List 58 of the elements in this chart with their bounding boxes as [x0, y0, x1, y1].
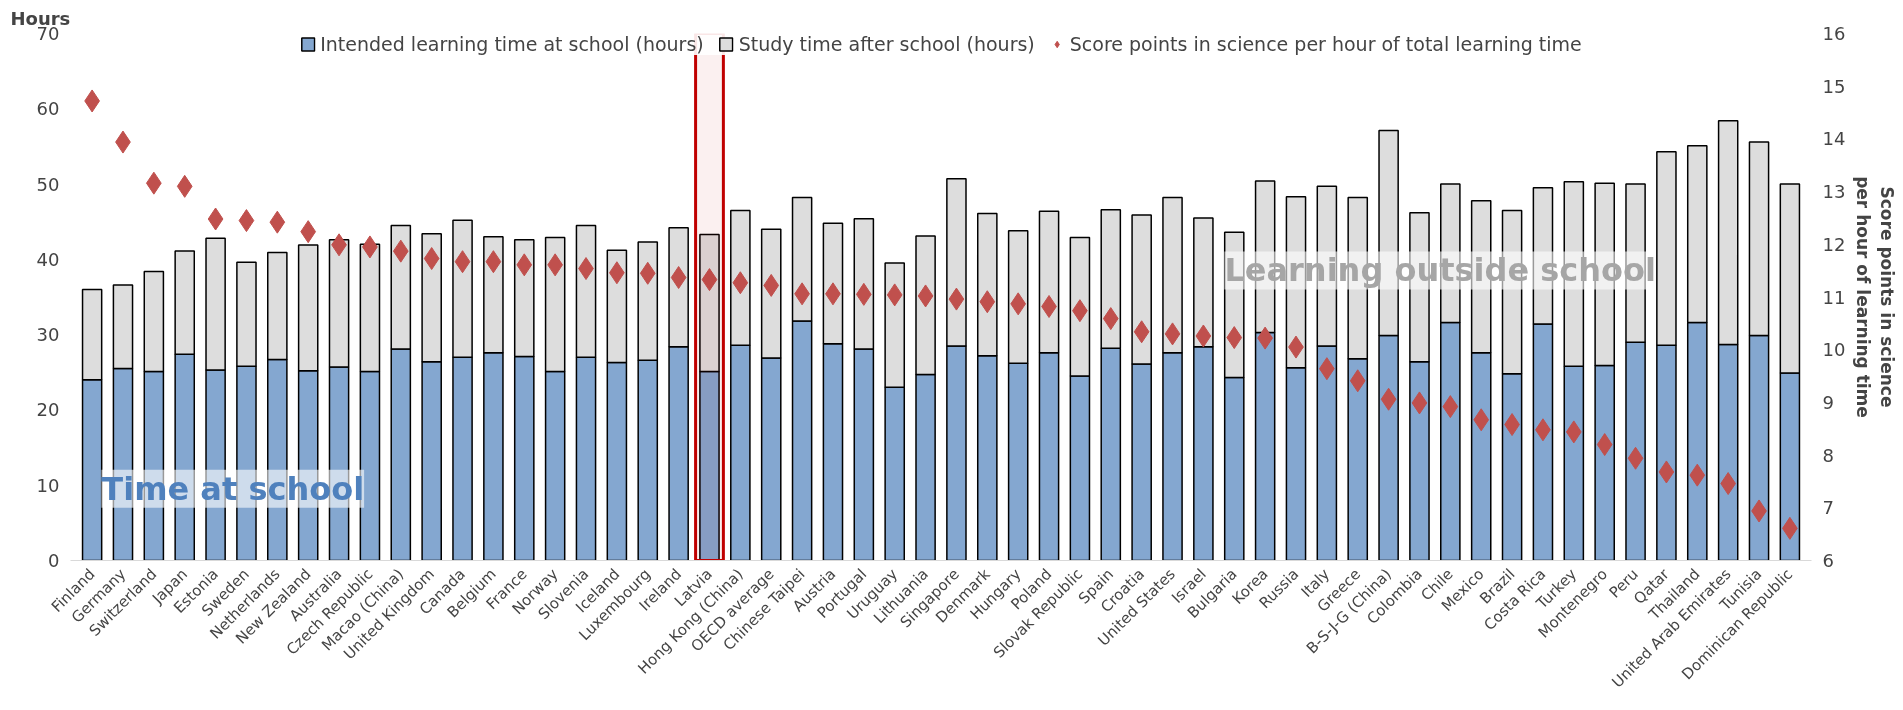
point — [423, 247, 440, 271]
point — [886, 283, 903, 307]
point — [701, 268, 718, 292]
y2-tick-label: 15 — [1822, 75, 1846, 97]
y-tick-label: 50 — [36, 173, 60, 195]
point — [300, 220, 317, 244]
point — [238, 209, 255, 233]
y-tick-label: 60 — [36, 98, 60, 120]
point — [855, 282, 872, 306]
y-tick-label: 20 — [36, 399, 60, 421]
y2-tick-label: 8 — [1822, 444, 1834, 466]
point — [1411, 391, 1428, 415]
point — [1164, 322, 1181, 346]
y2-tick-label: 10 — [1822, 339, 1846, 361]
point — [454, 250, 471, 274]
point — [917, 284, 934, 308]
point — [1627, 446, 1644, 470]
point — [670, 266, 687, 289]
point — [516, 253, 533, 277]
point — [1102, 307, 1119, 331]
legend-label: Score points in science per hour of total learning time — [1069, 33, 1582, 55]
y2-tick-label: 11 — [1822, 286, 1846, 308]
point — [732, 271, 749, 295]
point — [1380, 387, 1397, 411]
y-tick-label: 30 — [36, 324, 60, 346]
point — [1226, 326, 1243, 350]
point — [485, 250, 502, 274]
y-tick-label: 0 — [48, 550, 60, 571]
y2-tick-label: 12 — [1822, 233, 1846, 255]
point — [269, 210, 286, 234]
y2-tick-label: 7 — [1822, 497, 1834, 519]
point — [1442, 395, 1459, 419]
y-tick-label: 40 — [36, 248, 60, 270]
point — [176, 174, 193, 198]
point — [207, 207, 224, 231]
point — [639, 261, 656, 285]
point — [1010, 292, 1027, 316]
y-tick-label: 10 — [36, 474, 60, 496]
y2-tick-label: 13 — [1822, 181, 1846, 203]
point — [979, 290, 996, 314]
point — [1195, 324, 1212, 348]
y2-tick-label: 16 — [1822, 23, 1846, 44]
legend-label: Study time after school (hours) — [738, 33, 1035, 55]
point — [1565, 420, 1582, 444]
y2-tick-label: 6 — [1822, 550, 1834, 571]
y2-axis-title: Score points in science per hour of learning time — [1853, 176, 1898, 418]
point — [1473, 408, 1490, 432]
point — [1349, 369, 1366, 393]
point — [1596, 433, 1613, 457]
point — [1658, 460, 1675, 484]
point — [1133, 320, 1150, 344]
point — [392, 239, 409, 263]
point — [763, 273, 780, 297]
legend-label: Intended learning time at school (hours) — [320, 33, 704, 55]
y2-tick-label: 9 — [1822, 391, 1834, 413]
point — [948, 287, 965, 311]
y2-tick-label: 14 — [1822, 128, 1846, 150]
point — [1689, 463, 1706, 487]
